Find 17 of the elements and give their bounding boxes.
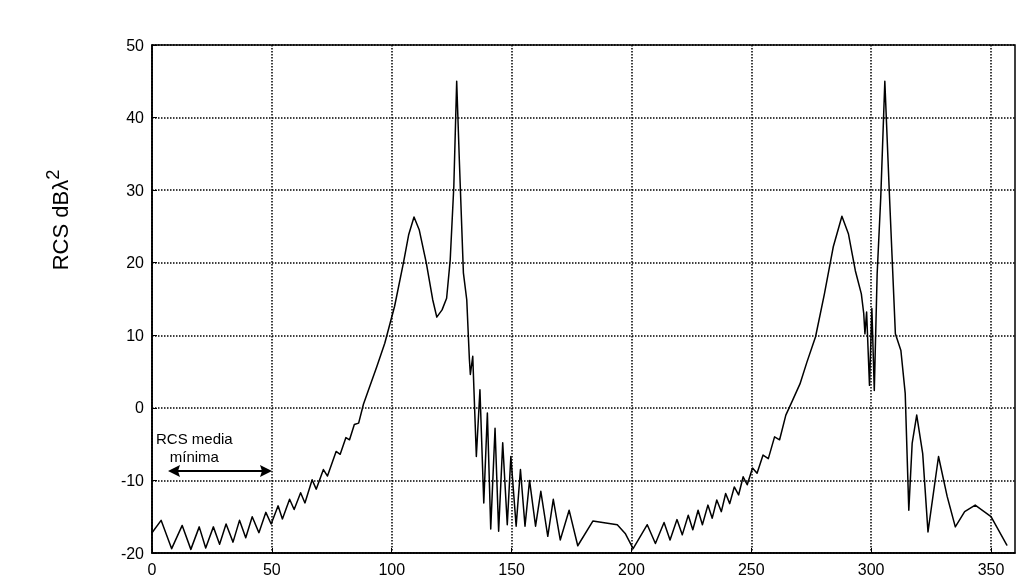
y-tick-label: 20 <box>126 254 145 272</box>
x-tick-label: 350 <box>977 560 1005 578</box>
x-tick-label: 250 <box>737 560 765 578</box>
y-tick-label: -20 <box>120 544 145 562</box>
y-tick-label: 40 <box>126 109 145 127</box>
x-tick-label: 150 <box>498 560 526 578</box>
x-tick-label: 100 <box>378 560 406 578</box>
y-tick-label: 30 <box>126 181 145 199</box>
y-tick-label: -10 <box>120 471 145 489</box>
x-tick-label: 300 <box>857 560 885 578</box>
y-tick-label: 50 <box>126 36 145 54</box>
y-tick-label: 0 <box>135 399 145 417</box>
annotation: RCS media mínima <box>156 430 233 466</box>
y-tick-label: 10 <box>126 326 145 344</box>
x-tick-label: 0 <box>147 560 157 578</box>
x-tick-label: 200 <box>618 560 645 578</box>
x-tick-label: 50 <box>262 560 281 578</box>
